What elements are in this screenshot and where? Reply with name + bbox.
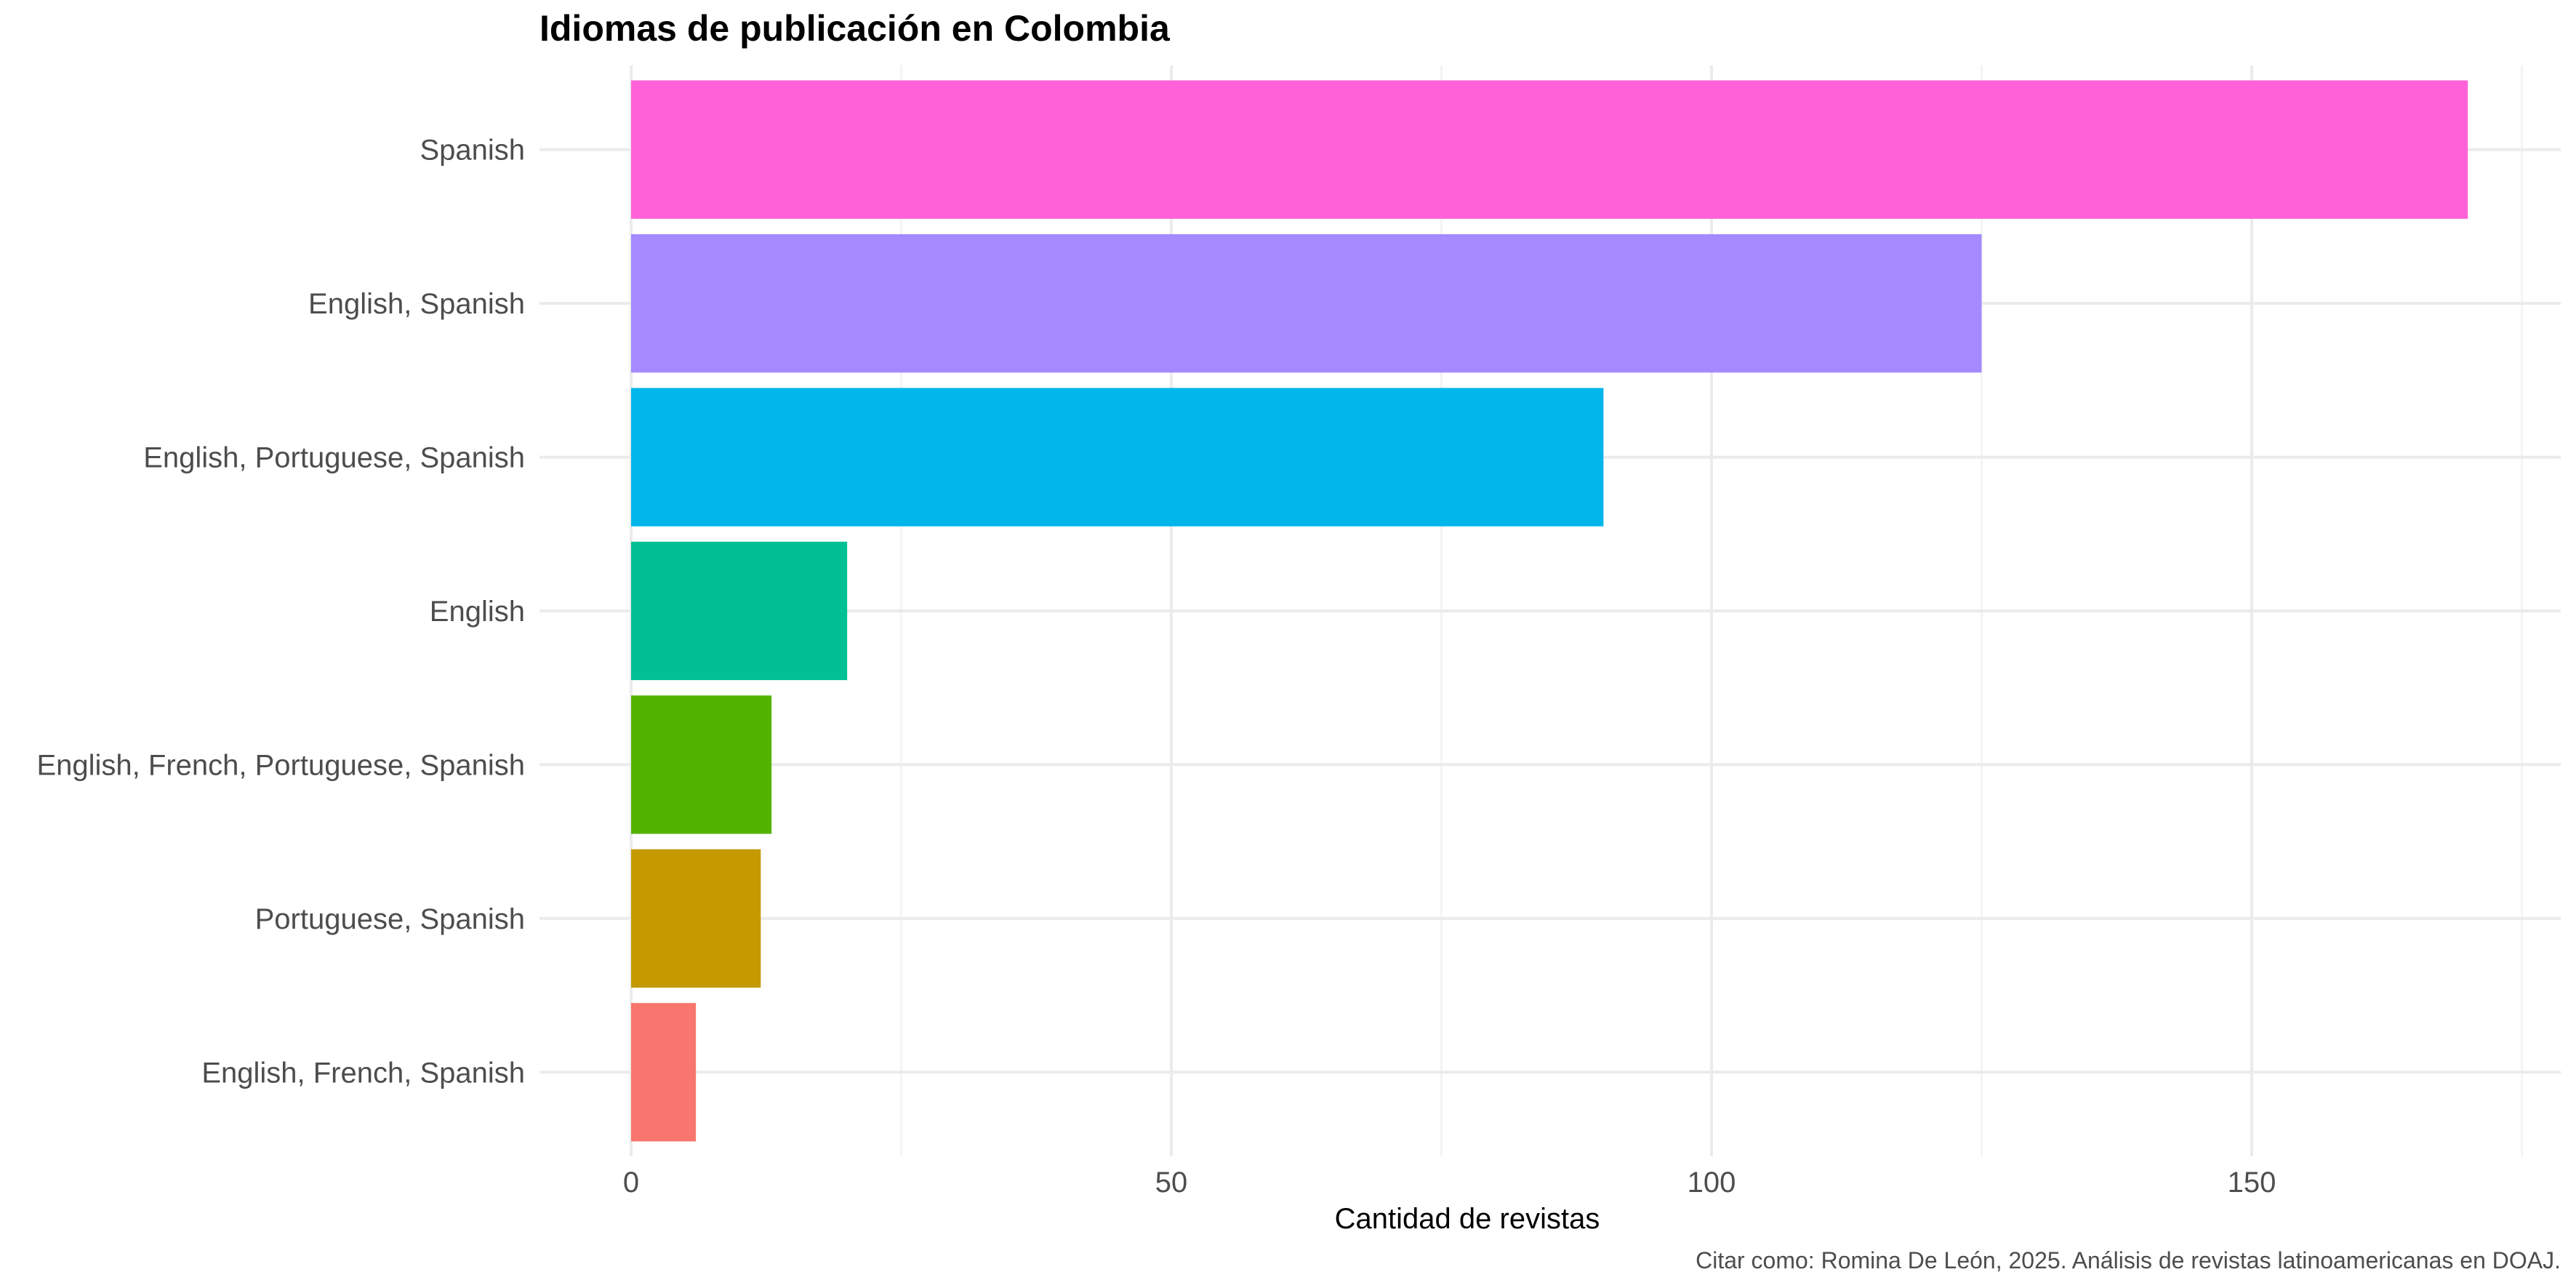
bar [631,234,1982,373]
y-tick-label: English, Spanish [308,288,525,320]
x-tick-label: 100 [1688,1167,1736,1199]
x-axis-tick-labels: 0 50 100 150 [623,1167,2276,1199]
bar [631,849,761,988]
chart-title: Idiomas de publicación en Colombia [539,8,1171,49]
bar [631,80,2468,219]
x-tick-label: 150 [2228,1167,2276,1199]
y-tick-label: Portuguese, Spanish [255,903,525,935]
x-tick-label: 0 [623,1167,639,1199]
y-tick-label: English [430,596,525,628]
y-tick-label: English, French, Spanish [201,1057,525,1089]
x-tick-label: 50 [1155,1167,1188,1199]
y-tick-label: Spanish [420,135,525,167]
y-tick-label: English, French, Portuguese, Spanish [36,749,525,781]
bar [631,1003,697,1142]
bar [631,541,848,681]
bar [631,388,1604,527]
bars [631,80,2468,1142]
chart-caption: Citar como: Romina De León, 2025. Anális… [1696,1247,2561,1273]
y-tick-label: English, Portuguese, Spanish [143,442,525,474]
x-axis-label: Cantidad de revistas [1335,1203,1600,1235]
y-axis-tick-labels: Spanish English, Spanish English, Portugue… [36,135,525,1089]
bar [631,695,772,834]
